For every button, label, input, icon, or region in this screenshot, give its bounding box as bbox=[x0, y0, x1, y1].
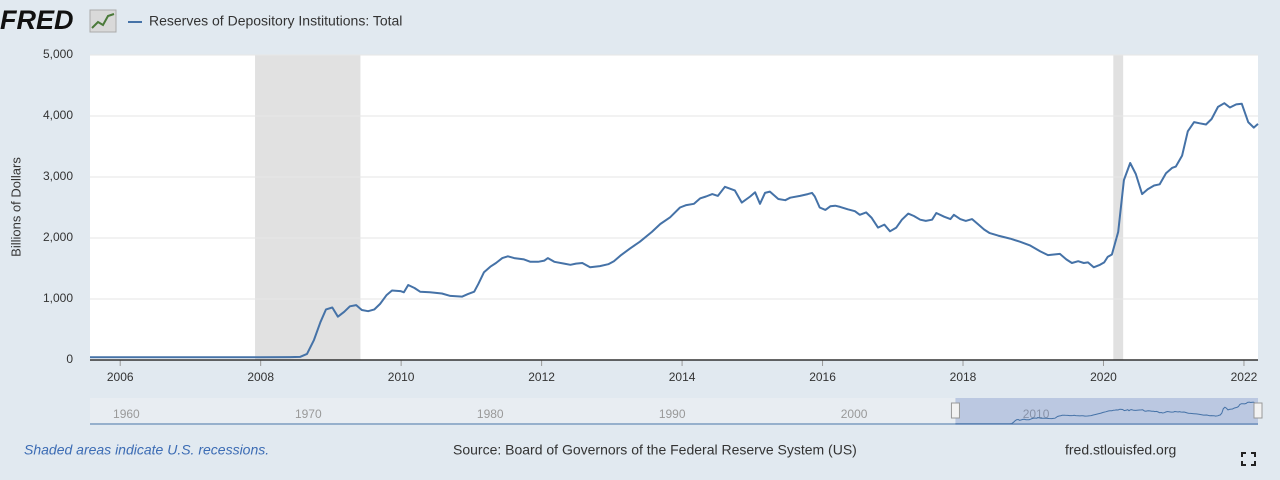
navigator-tick-label: 2000 bbox=[841, 407, 868, 421]
logo-icon bbox=[89, 9, 117, 33]
navigator-line bbox=[955, 401, 1259, 425]
x-tick-label: 2010 bbox=[388, 370, 415, 384]
x-tick-label: 2014 bbox=[669, 370, 696, 384]
navigator bbox=[90, 398, 1258, 425]
y-tick-label: 3,000 bbox=[43, 169, 73, 183]
x-tick-label: 2018 bbox=[950, 370, 977, 384]
logo: FRED bbox=[0, 5, 74, 35]
navigator-tick-label: 1980 bbox=[477, 407, 504, 421]
legend-label: Reserves of Depository Institutions: Tot… bbox=[149, 13, 402, 29]
navigator-handle[interactable] bbox=[950, 402, 960, 419]
x-tick-label: 2016 bbox=[809, 370, 836, 384]
navigator-tick-label: 2010 bbox=[1023, 407, 1050, 421]
x-tick-label: 2020 bbox=[1090, 370, 1117, 384]
footer-source: Source: Board of Governors of the Federa… bbox=[453, 442, 857, 458]
x-tick-label: 2022 bbox=[1231, 370, 1258, 384]
navigator-tick-label: 1990 bbox=[659, 407, 686, 421]
footer-note: Shaded areas indicate U.S. recessions. bbox=[24, 442, 269, 458]
navigator-tick-label: 1960 bbox=[113, 407, 140, 421]
y-tick-label: 0 bbox=[66, 352, 73, 366]
x-tick-label: 2006 bbox=[107, 370, 134, 384]
fullscreen-icon[interactable] bbox=[1241, 452, 1256, 466]
recession-band bbox=[1113, 55, 1124, 360]
footer-site: fred.stlouisfed.org bbox=[1065, 442, 1176, 458]
x-tick-label: 2008 bbox=[247, 370, 274, 384]
y-tick-label: 5,000 bbox=[43, 47, 73, 61]
y-tick-label: 1,000 bbox=[43, 291, 73, 305]
y-tick-label: 2,000 bbox=[43, 230, 73, 244]
navigator-handle-box bbox=[1253, 402, 1263, 419]
recession-band bbox=[255, 55, 361, 360]
x-tick-label: 2012 bbox=[528, 370, 555, 384]
y-tick-label: 4,000 bbox=[43, 108, 73, 122]
navigator-handle-box bbox=[950, 402, 960, 419]
series-line bbox=[90, 102, 1259, 359]
navigator-handle[interactable] bbox=[1253, 402, 1263, 419]
y-axis-label: Billions of Dollars bbox=[8, 157, 23, 257]
navigator-tick-label: 1970 bbox=[295, 407, 322, 421]
